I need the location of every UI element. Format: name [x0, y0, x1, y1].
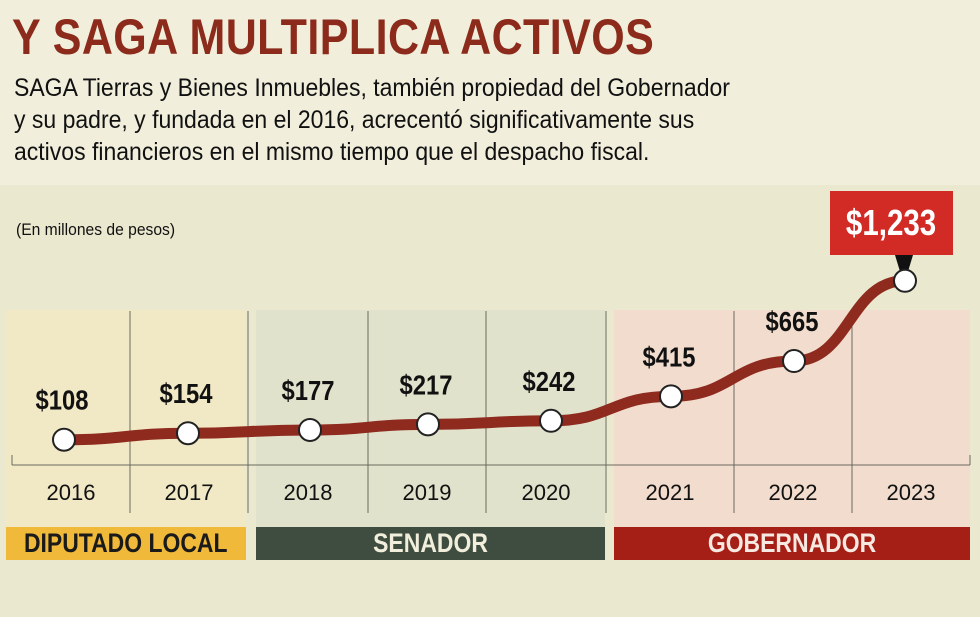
header-band — [0, 0, 980, 185]
data-label: $415 — [643, 340, 696, 372]
subtitle-line-2: y su padre, y fundada en el 2016, acrece… — [14, 106, 695, 134]
data-label: $242 — [523, 365, 576, 397]
unit-label: (En millones de pesos) — [16, 220, 176, 239]
data-label: $177 — [282, 374, 335, 406]
data-point — [782, 349, 806, 374]
period-tint-gobernador — [614, 310, 970, 527]
data-label: $217 — [400, 368, 453, 400]
data-point — [298, 417, 322, 442]
subtitle-line-1: SAGA Tierras y Bienes Inmuebles, también… — [14, 74, 730, 102]
data-point — [893, 268, 917, 293]
year-label: 2017 — [165, 480, 214, 505]
data-point — [659, 384, 683, 409]
data-point — [176, 421, 200, 446]
data-label: $154 — [160, 377, 213, 409]
year-label: 2023 — [887, 480, 936, 505]
data-label: $665 — [766, 305, 819, 337]
year-label: 2022 — [769, 480, 818, 505]
year-label: 2020 — [522, 480, 571, 505]
year-label: 2021 — [646, 480, 695, 505]
period-label: SENADOR — [373, 528, 488, 558]
data-point — [539, 408, 563, 433]
subtitle-line-3: activos financieros en el mismo tiempo q… — [14, 138, 650, 166]
year-label: 2016 — [47, 480, 96, 505]
period-tint-diputado — [6, 310, 246, 527]
period-band-senador: SENADOR — [256, 527, 605, 560]
period-band-gobernador: GOBERNADOR — [614, 527, 970, 560]
year-label: 2019 — [403, 480, 452, 505]
period-label: GOBERNADOR — [707, 528, 877, 558]
year-label: 2018 — [284, 480, 333, 505]
data-label: $108 — [36, 384, 89, 416]
chart-title: Y SAGA MULTIPLICA ACTIVOS — [12, 9, 655, 65]
highlight-value: $1,233 — [846, 202, 937, 243]
data-point — [52, 427, 76, 452]
highlight-value-callout: $1,233 — [830, 191, 953, 255]
data-point — [416, 412, 440, 437]
period-label: DIPUTADO LOCAL — [24, 528, 228, 558]
period-band-diputado: DIPUTADO LOCAL — [6, 527, 246, 560]
